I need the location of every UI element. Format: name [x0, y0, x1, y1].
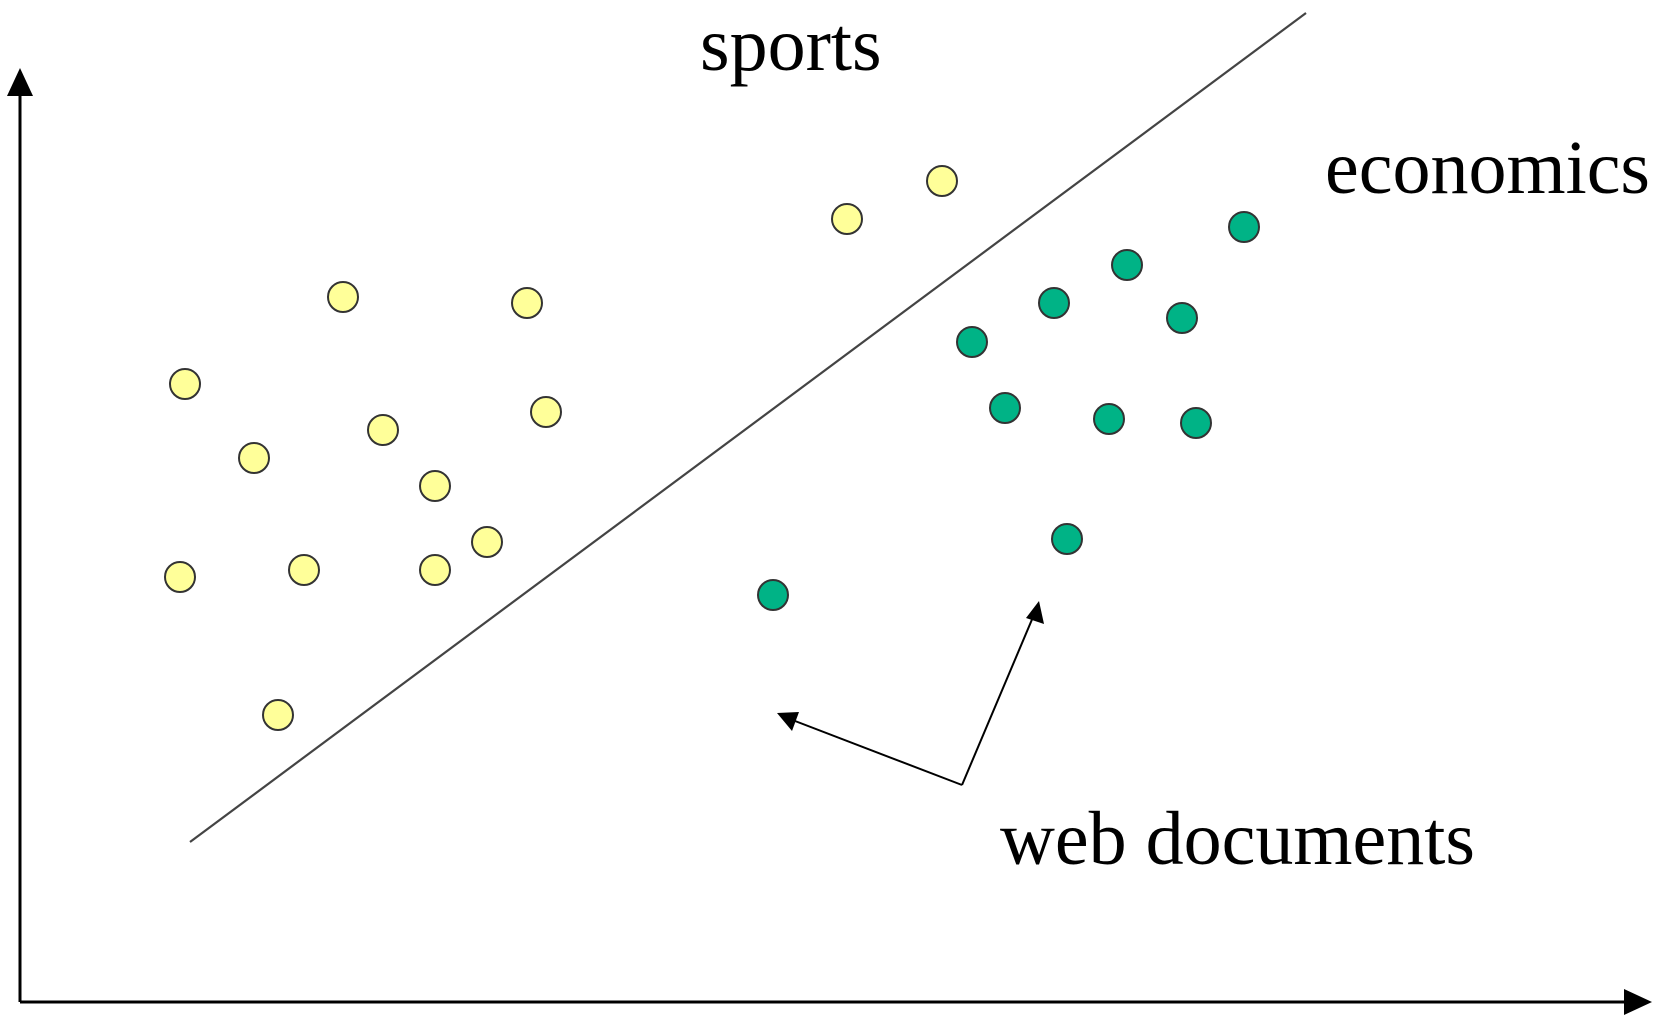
sports-points-group — [165, 166, 957, 730]
pointer-arrow-right — [962, 610, 1036, 785]
sports-document-point — [927, 166, 957, 196]
sports-document-point — [170, 369, 200, 399]
sports-label: sports — [700, 3, 882, 87]
economics-document-point — [1112, 250, 1142, 280]
economics-document-point — [1039, 288, 1069, 318]
x-axis-arrowhead — [1624, 989, 1652, 1015]
sports-document-point — [263, 700, 293, 730]
y-axis-arrowhead — [7, 68, 33, 96]
sports-document-point — [832, 204, 862, 234]
web-documents-pointer — [777, 601, 1044, 785]
economics-document-point — [1181, 408, 1211, 438]
economics-document-point — [1167, 303, 1197, 333]
decision-boundary-line — [190, 13, 1306, 842]
economics-points-group — [758, 212, 1259, 610]
economics-document-point — [1229, 212, 1259, 242]
economics-label: economics — [1325, 126, 1650, 210]
sports-document-point — [328, 282, 358, 312]
sports-document-point — [420, 471, 450, 501]
pointer-arrowhead-right — [1026, 601, 1044, 624]
sports-document-point — [420, 555, 450, 585]
economics-document-point — [1052, 524, 1082, 554]
sports-document-point — [165, 562, 195, 592]
sports-document-point — [472, 527, 502, 557]
economics-document-point — [758, 580, 788, 610]
sports-document-point — [512, 288, 542, 318]
economics-document-point — [990, 393, 1020, 423]
sports-document-point — [239, 443, 269, 473]
sports-document-point — [531, 397, 561, 427]
web-documents-label: web documents — [1000, 797, 1475, 881]
sports-document-point — [289, 555, 319, 585]
pointer-arrow-left — [782, 716, 962, 785]
economics-document-point — [957, 327, 987, 357]
economics-document-point — [1094, 404, 1124, 434]
sports-document-point — [368, 415, 398, 445]
